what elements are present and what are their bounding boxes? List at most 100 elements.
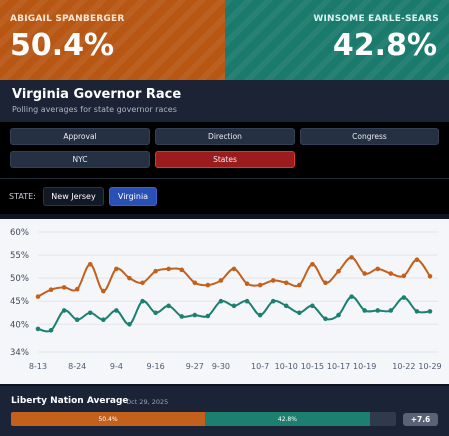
data-point	[140, 298, 145, 304]
data-point	[231, 266, 237, 272]
data-point	[401, 295, 407, 300]
average-date: Oct 29, 2025	[126, 398, 169, 406]
data-point	[114, 266, 119, 272]
y-tick-label: 55%	[10, 251, 29, 261]
data-point	[127, 322, 132, 327]
y-tick-label: 50%	[10, 274, 29, 284]
x-tick-label: 10-29	[418, 362, 441, 371]
average-bar: 50.4% 42.8%	[11, 412, 396, 426]
data-point	[283, 303, 289, 309]
data-point	[231, 303, 237, 309]
y-tick-label: 34%	[10, 348, 29, 358]
state-button-virginia[interactable]: Virginia	[109, 187, 157, 206]
data-point	[336, 268, 341, 274]
tab-states[interactable]: States	[155, 151, 295, 168]
candidate-card-earle-sears: WINSOME EARLE-SEARS 42.8%	[224, 0, 449, 80]
data-point	[61, 308, 67, 313]
data-point	[179, 267, 185, 273]
x-tick-label: 10-19	[353, 362, 376, 371]
data-point	[388, 308, 394, 313]
data-point	[349, 255, 354, 260]
data-point	[362, 271, 367, 276]
data-point	[427, 274, 433, 279]
candidate-header: ABIGAIL SPANBERGER 50.4% WINSOME EARLE-S…	[0, 0, 449, 80]
x-tick-label: 9-4	[110, 362, 123, 371]
data-point	[310, 262, 315, 267]
data-point	[310, 303, 315, 309]
data-point	[297, 282, 302, 288]
x-tick-label: 10-7	[251, 362, 269, 371]
data-point	[323, 280, 328, 286]
data-point	[218, 298, 224, 304]
data-point	[336, 312, 341, 318]
candidate-name: WINSOME EARLE-SEARS	[313, 14, 439, 24]
data-point	[257, 312, 263, 318]
y-tick-label: 40%	[10, 320, 29, 330]
data-point	[414, 257, 420, 262]
tab-nyc[interactable]: NYC	[10, 151, 150, 168]
data-point	[205, 313, 211, 319]
x-tick-label: 10-22	[392, 362, 415, 371]
series-line-0	[37, 256, 431, 298]
state-button-new-jersey[interactable]: New Jersey	[43, 187, 104, 206]
data-point	[74, 286, 80, 292]
data-point	[205, 282, 211, 288]
average-bar-spanberger: 50.4%	[11, 412, 206, 426]
divider	[0, 178, 449, 179]
data-point	[218, 278, 224, 283]
data-point	[101, 317, 106, 322]
data-point	[349, 294, 354, 299]
page-subtitle: Polling averages for state governor race…	[12, 105, 177, 114]
x-tick-label: 10-15	[301, 362, 324, 371]
average-panel: Liberty Nation Average Oct 29, 2025 50.4…	[0, 386, 449, 436]
data-point	[166, 266, 171, 272]
y-tick-label: 45%	[10, 297, 29, 307]
page-title: Virginia Governor Race	[12, 87, 182, 102]
tab-approval[interactable]: Approval	[10, 128, 150, 145]
data-point	[192, 312, 198, 318]
tab-congress[interactable]: Congress	[300, 128, 439, 145]
data-point	[114, 308, 119, 313]
data-point	[270, 278, 276, 283]
y-tick-label: 60%	[10, 228, 29, 238]
x-tick-label: 9-27	[186, 362, 204, 371]
data-point	[414, 309, 420, 314]
data-point	[35, 294, 41, 299]
candidate-card-spanberger: ABIGAIL SPANBERGER 50.4%	[0, 0, 225, 80]
data-point	[244, 281, 250, 286]
data-point	[166, 303, 171, 309]
data-point	[153, 310, 158, 316]
candidate-percentage: 50.4%	[10, 28, 115, 63]
polling-line-chart: 60% 55% 50% 45% 40% 34%8-13 8-24 9-4 9-16 9-27 9-3…	[10, 228, 442, 371]
data-point	[388, 271, 394, 276]
data-point	[270, 298, 276, 304]
average-bar-earle-sears: 42.8%	[205, 412, 370, 426]
candidate-percentage: 42.8%	[332, 28, 437, 63]
state-selector: STATE: New Jersey Virginia	[0, 179, 449, 214]
x-tick-label: 9-16	[147, 362, 165, 371]
data-point	[192, 280, 198, 286]
candidate-name: ABIGAIL SPANBERGER	[10, 14, 125, 24]
category-tabs: Approval Direction Congress NYC States	[0, 122, 449, 178]
data-point	[127, 275, 132, 281]
x-tick-label: 8-13	[29, 362, 47, 371]
x-tick-label: 10-10	[275, 362, 298, 371]
data-point	[297, 310, 302, 316]
data-point	[140, 280, 145, 286]
data-point	[74, 317, 80, 322]
data-point	[179, 314, 185, 319]
tab-direction[interactable]: Direction	[155, 128, 295, 145]
data-point	[401, 273, 407, 279]
data-point	[48, 328, 54, 333]
data-point	[375, 266, 381, 272]
x-tick-label: 8-24	[68, 362, 86, 371]
data-point	[257, 282, 263, 288]
data-point	[87, 262, 93, 267]
data-point	[375, 308, 381, 313]
series-line-1	[37, 295, 431, 333]
data-point	[101, 288, 106, 294]
x-tick-label: 9-30	[212, 362, 230, 371]
data-point	[244, 298, 250, 304]
data-point	[283, 280, 289, 286]
x-tick-label: 10-17	[327, 362, 350, 371]
